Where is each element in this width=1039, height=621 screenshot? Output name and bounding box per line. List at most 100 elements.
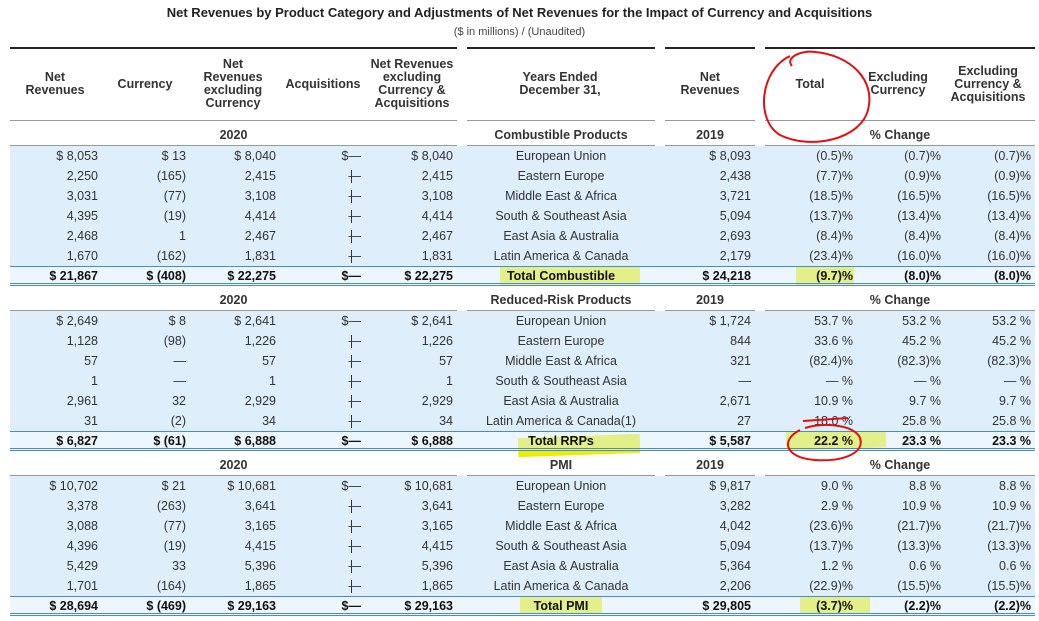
cell: — %: [913, 374, 941, 388]
cell: 4,415: [421, 539, 453, 553]
cell: 2,415: [244, 169, 276, 183]
row-bg: [467, 246, 665, 266]
row-bg: [10, 556, 467, 576]
cell: Middle East & Africa: [505, 189, 617, 203]
total-cell: $ (469): [146, 599, 186, 613]
total-cell: $ 6,888: [234, 434, 276, 448]
row-bg: [10, 391, 467, 411]
cell: (98): [163, 334, 186, 348]
total-row-bg: [10, 596, 467, 616]
cell: European Union: [515, 149, 607, 163]
column-header: Net Revenues: [25, 70, 85, 97]
column-header: Net Revenues excluding Currency: [203, 57, 263, 110]
row-bg: [665, 391, 765, 411]
cell: 1,670: [66, 249, 98, 263]
section-year: 2020: [219, 293, 248, 307]
cell: 844: [730, 334, 751, 348]
row-bg: [467, 476, 665, 496]
cell: —: [348, 189, 362, 203]
row-bg: [665, 516, 765, 536]
row-bg: [10, 411, 467, 431]
cell: Eastern Europe: [517, 334, 605, 348]
row-bg: [765, 516, 1035, 536]
cell: 3,641: [421, 499, 453, 513]
row-bg: [765, 226, 1035, 246]
column-header: Excluding Currency & Acquisitions: [950, 63, 1026, 104]
cell: (13.4)%: [987, 209, 1031, 223]
row-bg: [765, 556, 1035, 576]
section-underline: [665, 145, 755, 146]
row-bg: [467, 206, 665, 226]
row-bg: [10, 351, 467, 371]
cell: 4,415: [244, 539, 276, 553]
cell: (7.7)%: [816, 169, 853, 183]
cell: 5,094: [719, 209, 751, 223]
cell: 3,641: [244, 499, 276, 513]
cell: 1,831: [244, 249, 276, 263]
cell: 3,031: [66, 189, 98, 203]
cell: 1: [179, 229, 186, 243]
cell: (21.7)%: [897, 519, 941, 533]
cell: 1: [91, 374, 98, 388]
total-cell: $ (408): [146, 269, 186, 283]
section-underline: [765, 475, 1035, 476]
cell: 0.6 %: [909, 559, 941, 573]
cell: 2.9 %: [821, 499, 853, 513]
cell-rule: [351, 500, 352, 513]
cell: (77): [163, 189, 186, 203]
cell: (77): [163, 519, 186, 533]
cell: 1,226: [421, 334, 453, 348]
row-bg: [467, 556, 665, 576]
cell: 2,693: [719, 229, 751, 243]
cell: 10.9 %: [902, 499, 941, 513]
row-bg: [10, 186, 467, 206]
section-underline: [467, 145, 655, 146]
cell: (263): [156, 499, 186, 513]
row-bg: [765, 311, 1035, 331]
row-bg: [467, 411, 665, 431]
cell: $ 2,641: [234, 314, 276, 328]
cell: 8.8 %: [909, 479, 941, 493]
cell: 25.8 %: [902, 414, 941, 428]
total-row-bg: [10, 266, 467, 286]
section-underline: [765, 145, 1035, 146]
cell: (13.3)%: [987, 539, 1031, 553]
total-cell: $ 29,805: [702, 599, 751, 613]
cell: —: [348, 169, 362, 183]
cell: Eastern Europe: [517, 169, 605, 183]
cell: —: [348, 559, 362, 573]
row-bg: [467, 311, 665, 331]
row-bg: [10, 311, 467, 331]
total-cell: $—: [341, 434, 361, 448]
cell: 31: [84, 414, 98, 428]
cell: 2,250: [66, 169, 98, 183]
cell: (82.3)%: [897, 354, 941, 368]
cell: 53.2 %: [992, 314, 1031, 328]
cell-rule: [351, 415, 352, 428]
section-underline: [10, 145, 457, 146]
total-cell: $ 6,827: [56, 434, 98, 448]
cell: Latin America & Canada: [493, 579, 629, 593]
cell: (0.9)%: [994, 169, 1031, 183]
cell-rule: [351, 250, 352, 263]
cell: $ 2,649: [56, 314, 98, 328]
cell: 57: [84, 354, 98, 368]
cell: 33: [172, 559, 186, 573]
cell: —: [348, 249, 362, 263]
total-row-bg: [467, 266, 665, 286]
total-cell: $ 22,275: [404, 269, 453, 283]
cell: 18.0 %: [814, 414, 853, 428]
total-cell: $ 6,888: [411, 434, 453, 448]
cell: $—: [341, 149, 361, 163]
cell: South & Southeast Asia: [495, 539, 627, 553]
section-category: Reduced-Risk Products: [490, 293, 632, 307]
cell: 3,108: [244, 189, 276, 203]
cell: (0.7)%: [904, 149, 941, 163]
cell: 1,701: [66, 579, 98, 593]
row-bg: [665, 411, 765, 431]
row-bg: [665, 226, 765, 246]
cell: 2,929: [244, 394, 276, 408]
cell: (13.4)%: [897, 209, 941, 223]
cell: (19): [163, 539, 186, 553]
row-bg: [665, 166, 765, 186]
